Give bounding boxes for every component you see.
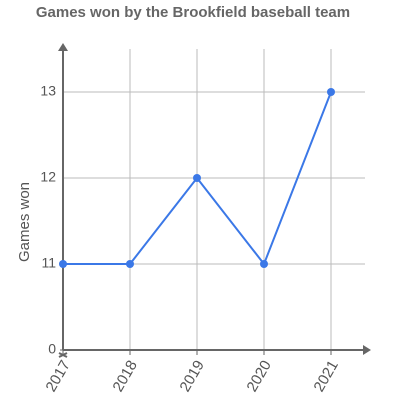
y-tick-label: 13 [40, 83, 56, 99]
x-tick-label: 2017 [42, 357, 73, 394]
x-axis-arrow [363, 345, 371, 355]
y-axis-label: Games won [16, 182, 33, 262]
y-tick-label: 0 [48, 341, 56, 357]
x-tick-label: 2018 [109, 357, 140, 394]
x-tick-label: 2019 [176, 357, 207, 394]
y-tick-label: 11 [41, 255, 56, 271]
point [260, 260, 268, 268]
x-tick-label: 2020 [243, 357, 274, 394]
point [193, 174, 201, 182]
chart-title: Games won by the Brookfield baseball tea… [35, 4, 351, 21]
point [126, 260, 134, 268]
y-tick-label: 12 [40, 169, 56, 185]
y-axis-arrow [58, 43, 68, 51]
point [327, 88, 335, 96]
point [59, 260, 67, 268]
x-tick-label: 2021 [310, 357, 341, 394]
